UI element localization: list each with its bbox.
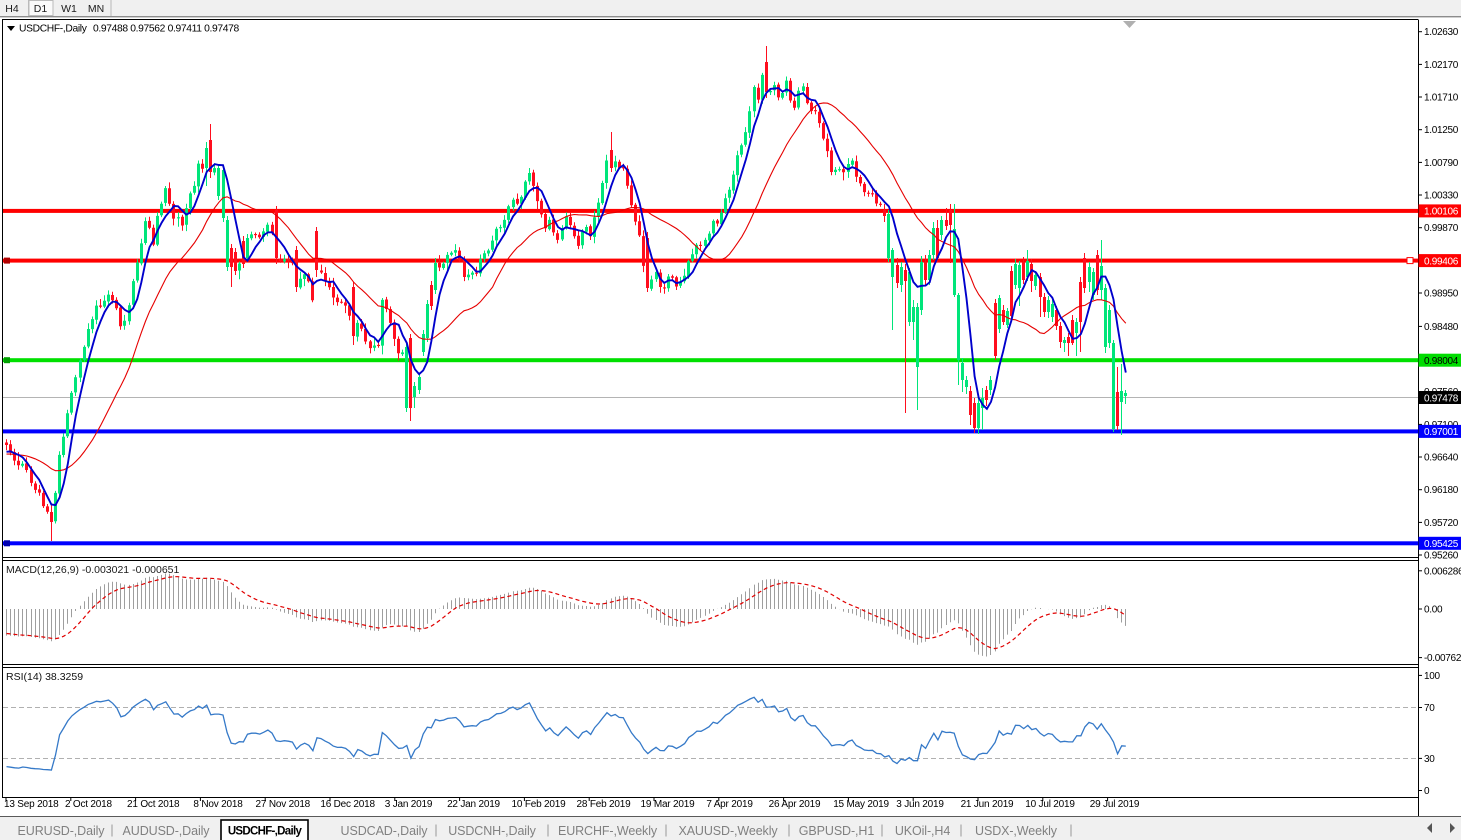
svg-text:3 Jan 2019: 3 Jan 2019 <box>385 799 433 810</box>
svg-text:0.006286: 0.006286 <box>1424 566 1461 577</box>
svg-text:19 Mar 2019: 19 Mar 2019 <box>641 799 696 810</box>
svg-text:8 Nov 2018: 8 Nov 2018 <box>193 799 243 810</box>
svg-text:|: | <box>546 823 549 837</box>
svg-text:21 Oct 2018: 21 Oct 2018 <box>127 799 180 810</box>
svg-text:|: | <box>959 823 962 837</box>
svg-text:1.02170: 1.02170 <box>1424 60 1459 71</box>
svg-text:15 May 2019: 15 May 2019 <box>833 799 889 810</box>
svg-text:UKOil-,H4: UKOil-,H4 <box>895 824 951 838</box>
svg-text:13 Sep 2018: 13 Sep 2018 <box>4 799 59 810</box>
svg-text:W1: W1 <box>61 3 77 15</box>
svg-text:2 Oct 2018: 2 Oct 2018 <box>65 799 113 810</box>
svg-text:|: | <box>664 823 667 837</box>
svg-text:7 Apr 2019: 7 Apr 2019 <box>706 799 753 810</box>
svg-text:|: | <box>110 823 113 837</box>
svg-text:USDX-,Weekly: USDX-,Weekly <box>975 824 1058 838</box>
svg-text:EURUSD-,Daily: EURUSD-,Daily <box>18 824 106 838</box>
svg-text:USDCHF-,Daily: USDCHF-,Daily <box>228 826 303 838</box>
svg-text:21 Jun 2019: 21 Jun 2019 <box>961 799 1014 810</box>
svg-text:0.98004: 0.98004 <box>1424 356 1459 367</box>
svg-text:USDCHF-,Daily: USDCHF-,Daily <box>19 24 88 35</box>
svg-text:RSI(14) 38.3259: RSI(14) 38.3259 <box>6 671 83 683</box>
svg-text:0.97001: 0.97001 <box>1424 427 1459 438</box>
svg-text:28 Feb 2019: 28 Feb 2019 <box>577 799 632 810</box>
svg-text:1.01250: 1.01250 <box>1424 125 1459 136</box>
svg-text:AUDUSD-,Daily: AUDUSD-,Daily <box>123 824 211 838</box>
svg-text:0.95425: 0.95425 <box>1424 539 1459 550</box>
svg-text:0.98950: 0.98950 <box>1424 289 1459 300</box>
svg-text:1.00106: 1.00106 <box>1424 207 1459 218</box>
svg-text:0.99870: 0.99870 <box>1424 223 1459 234</box>
svg-text:10 Feb 2019: 10 Feb 2019 <box>512 799 567 810</box>
svg-text:USDCAD-,Daily: USDCAD-,Daily <box>341 824 429 838</box>
svg-text:29 Jul 2019: 29 Jul 2019 <box>1090 799 1140 810</box>
svg-text:|: | <box>880 823 883 837</box>
svg-text:MN: MN <box>88 3 104 15</box>
svg-text:USDCNH-,Daily: USDCNH-,Daily <box>448 824 536 838</box>
svg-text:22 Jan 2019: 22 Jan 2019 <box>447 799 500 810</box>
svg-text:1.01710: 1.01710 <box>1424 93 1459 104</box>
svg-text:EURCHF-,Weekly: EURCHF-,Weekly <box>558 824 658 838</box>
svg-text:3 Jun 2019: 3 Jun 2019 <box>896 799 944 810</box>
svg-text:0.98480: 0.98480 <box>1424 322 1459 333</box>
svg-text:|: | <box>434 823 437 837</box>
svg-text:16 Dec 2018: 16 Dec 2018 <box>320 799 375 810</box>
svg-text:0.95260: 0.95260 <box>1424 551 1459 562</box>
svg-text:H4: H4 <box>5 3 19 15</box>
svg-text:0: 0 <box>1424 786 1430 797</box>
svg-text:100: 100 <box>1424 671 1441 682</box>
svg-text:GBPUSD-,H1: GBPUSD-,H1 <box>799 824 875 838</box>
svg-text:0.96180: 0.96180 <box>1424 485 1459 496</box>
svg-text:0.00: 0.00 <box>1424 605 1443 616</box>
svg-text:|: | <box>1069 823 1072 837</box>
svg-text:26 Apr 2019: 26 Apr 2019 <box>769 799 821 810</box>
svg-text:XAUUSD-,Weekly: XAUUSD-,Weekly <box>678 824 778 838</box>
svg-text:10 Jul 2019: 10 Jul 2019 <box>1025 799 1075 810</box>
svg-text:27 Nov 2018: 27 Nov 2018 <box>256 799 311 810</box>
svg-text:70: 70 <box>1424 703 1435 714</box>
svg-text:-0.00762: -0.00762 <box>1424 653 1461 664</box>
svg-text:1.00330: 1.00330 <box>1424 191 1459 202</box>
svg-text:0.99406: 0.99406 <box>1424 256 1459 267</box>
svg-text:0.96640: 0.96640 <box>1424 453 1459 464</box>
svg-text:0.97478: 0.97478 <box>1424 393 1459 404</box>
svg-text:0.95720: 0.95720 <box>1424 518 1459 529</box>
svg-text:1.02630: 1.02630 <box>1424 27 1459 38</box>
svg-text:|: | <box>787 823 790 837</box>
svg-text:MACD(12,26,9) -0.003021 -0.000: MACD(12,26,9) -0.003021 -0.000651 <box>6 564 180 576</box>
svg-text:0.97488 0.97562 0.97411 0.9747: 0.97488 0.97562 0.97411 0.97478 <box>93 24 239 35</box>
svg-text:D1: D1 <box>34 3 48 15</box>
svg-text:30: 30 <box>1424 754 1435 765</box>
svg-text:1.00790: 1.00790 <box>1424 158 1459 169</box>
